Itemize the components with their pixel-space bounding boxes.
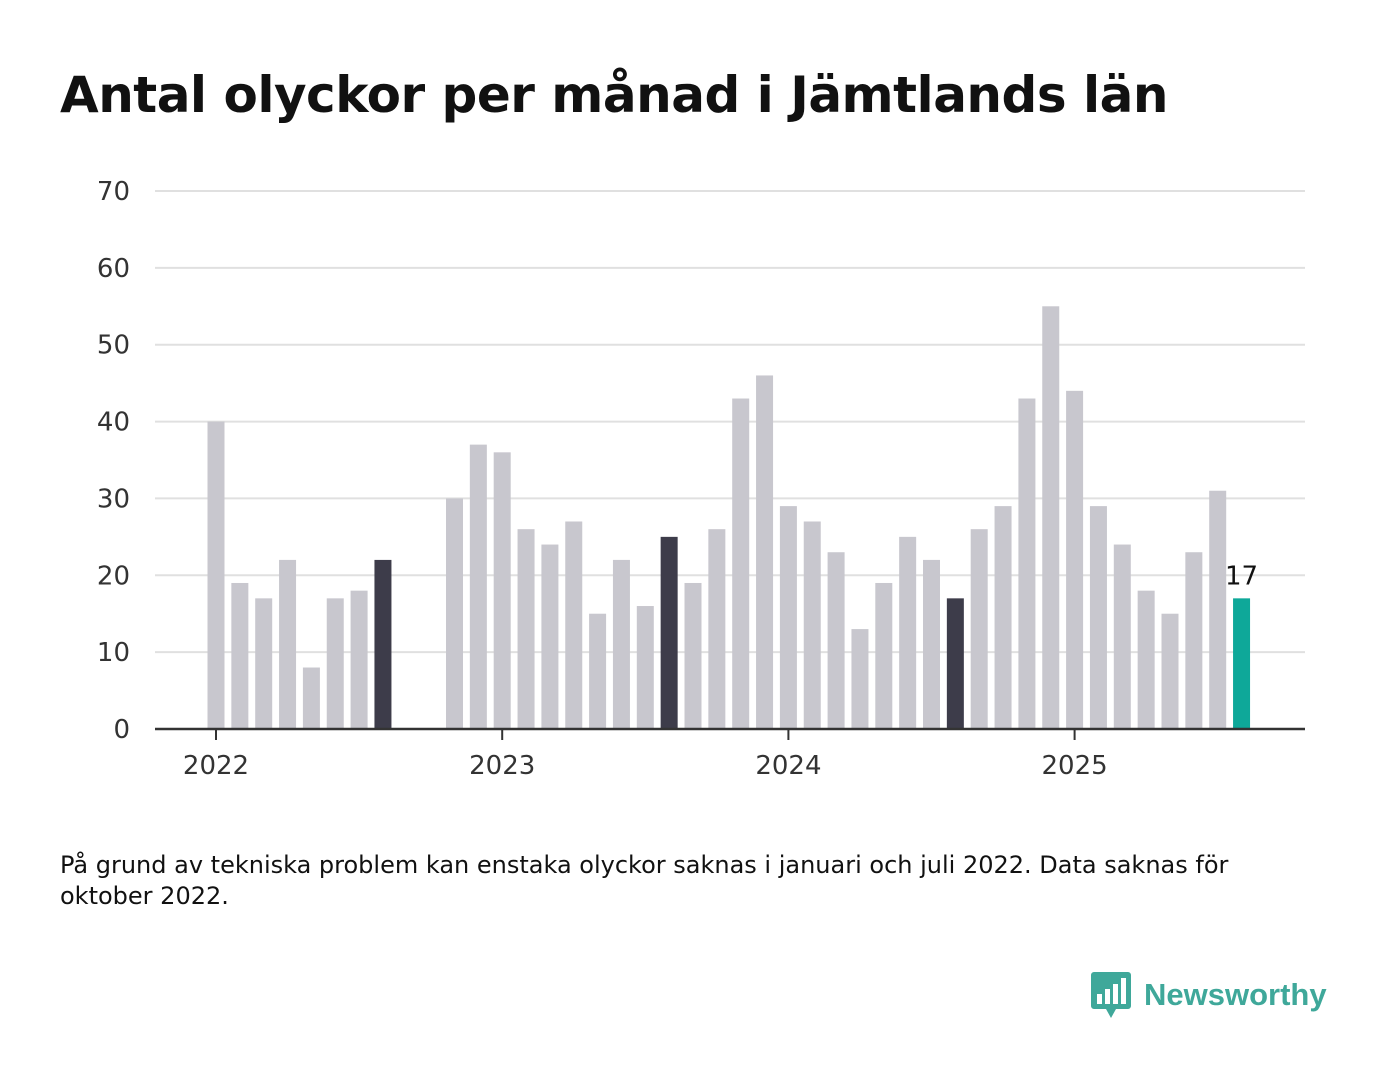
- bar-2022-04[interactable]: [279, 559, 297, 729]
- brand-name: Newsworthy: [1144, 977, 1327, 1012]
- bar-2023-02[interactable]: [517, 529, 535, 729]
- x-tick-label: 2025: [1042, 751, 1108, 781]
- bar-2025-07[interactable]: [1209, 490, 1227, 729]
- bar-2022-07[interactable]: [350, 590, 368, 729]
- y-tick-label: 50: [97, 331, 130, 361]
- x-tick-label: 2024: [755, 751, 821, 781]
- y-tick-label: 0: [113, 715, 130, 745]
- bar-2022-03[interactable]: [255, 598, 273, 729]
- bar-2022-02[interactable]: [231, 582, 249, 729]
- bar-2024-03[interactable]: [827, 552, 845, 729]
- x-tick-label: 2022: [183, 751, 249, 781]
- bar-2024-04[interactable]: [851, 629, 869, 729]
- bar-2023-12[interactable]: [756, 375, 774, 729]
- bar-2022-08[interactable]: [374, 559, 392, 729]
- bar-2024-02[interactable]: [803, 521, 821, 729]
- bar-2022-01[interactable]: [207, 421, 225, 729]
- bar-2024-01[interactable]: [779, 506, 797, 729]
- bar-2022-12[interactable]: [469, 444, 487, 729]
- latest-value-label: 17: [1225, 561, 1258, 591]
- bar-2024-06[interactable]: [899, 536, 917, 729]
- bar-2024-09[interactable]: [970, 529, 988, 729]
- y-tick-label: 40: [97, 408, 130, 438]
- axes: [155, 727, 1305, 740]
- grid-lines: [155, 190, 1305, 654]
- bar-2025-06[interactable]: [1185, 552, 1203, 729]
- bar-2023-03[interactable]: [541, 544, 559, 729]
- bar-2025-03[interactable]: [1113, 544, 1131, 729]
- bar-2024-05[interactable]: [875, 582, 893, 729]
- y-tick-label: 30: [97, 484, 130, 514]
- y-tick-label: 10: [97, 638, 130, 668]
- brand-logo[interactable]: Newsworthy: [1090, 970, 1327, 1020]
- bar-chart-logo-icon: [1091, 972, 1131, 1018]
- bar-chart: 0 10 20 30 40 50 60 70 2022 2023 2024 2025 17: [97, 177, 1305, 781]
- bar-2025-05[interactable]: [1161, 613, 1179, 729]
- bar-2024-10[interactable]: [994, 506, 1012, 729]
- bar-2023-10[interactable]: [708, 529, 726, 729]
- y-tick-label: 70: [97, 177, 130, 207]
- bar-2023-06[interactable]: [612, 559, 630, 729]
- bar-2023-04[interactable]: [565, 521, 583, 729]
- chart-title: Antal olyckor per månad i Jämtlands län: [60, 66, 1168, 124]
- bar-2024-08[interactable]: [946, 598, 964, 729]
- bar-2022-06[interactable]: [326, 598, 344, 729]
- bar-2023-09[interactable]: [684, 582, 702, 729]
- bar-2023-05[interactable]: [589, 613, 607, 729]
- bar-2024-07[interactable]: [923, 559, 940, 729]
- bar-2025-02[interactable]: [1089, 506, 1107, 729]
- bar-2025-08[interactable]: [1233, 598, 1251, 729]
- bar-2024-11[interactable]: [1018, 398, 1036, 729]
- bars: [207, 306, 1251, 729]
- x-tick-label: 2023: [469, 751, 535, 781]
- labels: 0 10 20 30 40 50 60 70 2022 2023 2024 2025 17: [97, 177, 1258, 781]
- bar-2023-08[interactable]: [660, 536, 678, 729]
- bar-2022-11[interactable]: [446, 498, 463, 729]
- bar-2022-05[interactable]: [302, 667, 320, 729]
- bar-2023-01[interactable]: [493, 452, 511, 729]
- y-tick-label: 20: [97, 561, 130, 591]
- footnote: På grund av tekniska problem kan enstaka…: [60, 851, 1229, 910]
- bar-2025-01[interactable]: [1066, 390, 1084, 729]
- bar-2023-07[interactable]: [636, 606, 654, 729]
- y-tick-label: 60: [97, 254, 130, 284]
- bar-2024-12[interactable]: [1042, 306, 1060, 729]
- bar-2023-11[interactable]: [732, 398, 750, 729]
- bar-2025-04[interactable]: [1137, 590, 1155, 729]
